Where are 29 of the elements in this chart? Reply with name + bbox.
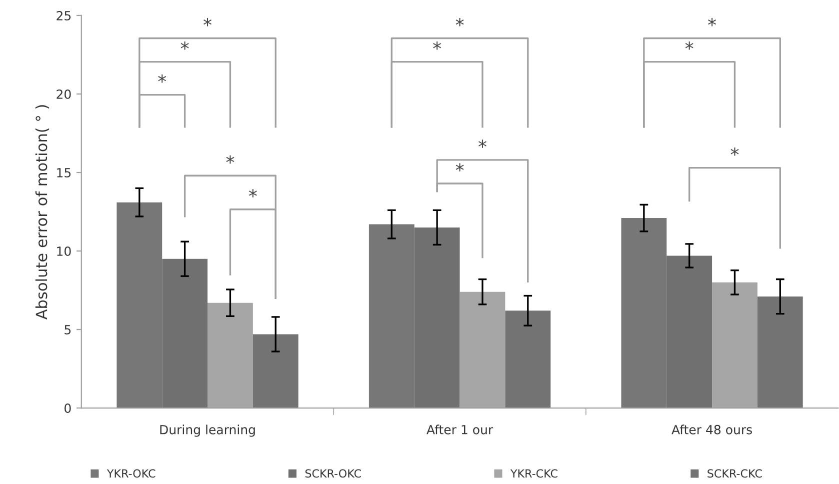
annotation: * xyxy=(204,18,212,26)
annotation: * xyxy=(158,74,166,83)
annotation: * xyxy=(478,140,486,148)
annotation: * xyxy=(226,155,234,164)
bar xyxy=(252,334,298,408)
annotation: * xyxy=(685,42,694,50)
annotation: * xyxy=(456,163,464,172)
x-tick-label: After 48 ours xyxy=(672,424,752,434)
y-tick-label: 5 xyxy=(64,325,71,334)
y-tick-label: 20 xyxy=(56,89,71,99)
annotation: * xyxy=(456,18,464,26)
bar xyxy=(505,310,551,408)
x-tick-label: After 1 our xyxy=(426,424,494,434)
bar xyxy=(757,296,803,408)
y-tick-label: 0 xyxy=(64,403,71,413)
x-tick-label: During learning xyxy=(160,424,255,437)
annotation: * xyxy=(248,189,257,198)
annotation: * xyxy=(730,147,739,156)
annotation: * xyxy=(433,42,442,50)
legend-label: SCKR-OKC xyxy=(305,469,361,478)
y-tick-label: 15 xyxy=(57,168,71,178)
y-axis-title: Absolute error of motion( ° ) xyxy=(35,105,50,320)
y-tick-label: 10 xyxy=(57,246,71,256)
y-tick-label: 25 xyxy=(56,10,71,20)
legend-label: YKR-CKC xyxy=(510,469,558,478)
annotation: * xyxy=(708,18,716,26)
legend-label: SCKR-CKC xyxy=(708,469,762,478)
annotation: * xyxy=(180,42,189,50)
legend-label: YKR-OKC xyxy=(106,469,156,478)
